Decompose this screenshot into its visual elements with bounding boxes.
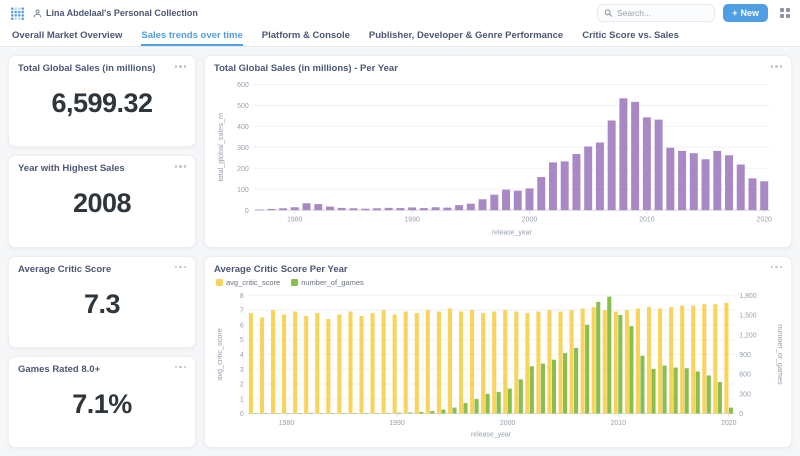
svg-text:300: 300 <box>739 390 751 398</box>
card-title: Total Global Sales (in millions) <box>18 63 156 74</box>
card-total-global-sales: Total Global Sales (in millions) 6,599.3… <box>8 55 196 148</box>
svg-text:8: 8 <box>240 291 244 299</box>
legend-item-number-of-games[interactable]: number_of_games <box>291 278 364 287</box>
svg-text:2010: 2010 <box>639 216 654 224</box>
scalar-value: 6,599.32 <box>51 88 153 119</box>
svg-text:200: 200 <box>237 165 249 173</box>
svg-text:1,800: 1,800 <box>739 291 756 299</box>
svg-text:0: 0 <box>739 409 743 417</box>
svg-text:600: 600 <box>237 81 249 89</box>
breadcrumb-label: Lina Abdelaal's Personal Collection <box>46 8 198 18</box>
breadcrumb[interactable]: Lina Abdelaal's Personal Collection <box>33 8 198 18</box>
search-icon <box>604 9 613 17</box>
card-critic-score-per-year: Average Critic Score Per Year avg_critic… <box>204 255 792 448</box>
svg-text:3: 3 <box>240 365 244 373</box>
tab-publisher-developer-genre[interactable]: Publisher, Developer & Genre Performance <box>368 30 564 41</box>
card-average-critic-score: Average Critic Score 7.3 <box>8 255 196 348</box>
card-title: Year with Highest Sales <box>18 163 125 175</box>
svg-text:2000: 2000 <box>500 418 515 426</box>
svg-text:1,500: 1,500 <box>739 311 756 319</box>
legend-item-avg-critic-score[interactable]: avg_critic_score <box>216 278 280 287</box>
card-title: Average Critic Score <box>18 263 112 275</box>
svg-text:1990: 1990 <box>389 418 404 426</box>
svg-text:total_global_sales_m: total_global_sales_m <box>217 113 225 182</box>
new-button-label: New <box>740 8 759 18</box>
card-title: Average Critic Score Per Year <box>214 263 348 275</box>
card-title: Games Rated 8.0+ <box>18 363 101 375</box>
person-icon <box>33 8 42 17</box>
card-menu-icon[interactable] <box>169 163 186 170</box>
metabase-logo[interactable] <box>10 6 25 21</box>
svg-text:number_of_games: number_of_games <box>776 324 782 385</box>
dashboard-tabs: Overall Market Overview Sales trends ove… <box>0 26 800 47</box>
svg-text:900: 900 <box>739 350 751 358</box>
tab-sales-trends-over-time[interactable]: Sales trends over time <box>141 26 243 46</box>
card-games-rated-8-plus: Games Rated 8.0+ 7.1% <box>8 355 196 448</box>
svg-text:release_year: release_year <box>471 430 512 438</box>
scalar-value: 2008 <box>72 188 132 219</box>
dashboard-canvas: Total Global Sales (in millions) 6,599.3… <box>0 47 800 456</box>
tab-critic-score-vs-sales[interactable]: Critic Score vs. Sales <box>582 30 679 41</box>
critic-score-per-year-chart[interactable]: 0 1 2 3 4 5 6 7 8 0 300 600 900 1,200 1,500 1,800 1980 19… <box>214 287 782 441</box>
search-box[interactable] <box>597 4 716 22</box>
card-sales-per-year: Total Global Sales (in millions) - Per Y… <box>204 55 792 248</box>
apps-grid-icon[interactable] <box>780 8 790 18</box>
svg-text:1: 1 <box>240 395 244 403</box>
svg-text:6: 6 <box>240 321 244 329</box>
svg-text:500: 500 <box>237 102 249 110</box>
card-menu-icon[interactable] <box>169 264 186 271</box>
search-input[interactable] <box>616 8 709 18</box>
sales-per-year-chart[interactable]: 0 100 200 300 400 500 600 1980 1990 2000 2010 2020 r… <box>214 74 782 240</box>
legend-swatch-green <box>291 278 299 286</box>
svg-text:300: 300 <box>237 144 249 152</box>
legend-label: number_of_games <box>301 277 364 287</box>
legend-label: avg_critic_score <box>226 277 281 287</box>
svg-text:2010: 2010 <box>611 418 626 426</box>
svg-text:4: 4 <box>240 350 244 358</box>
svg-text:400: 400 <box>237 123 249 131</box>
svg-text:1980: 1980 <box>287 216 302 224</box>
card-menu-icon[interactable] <box>169 63 186 70</box>
svg-text:1980: 1980 <box>279 418 294 426</box>
new-button[interactable]: + New <box>723 4 768 22</box>
app-header: Lina Abdelaal's Personal Collection + Ne… <box>0 0 800 26</box>
metabase-logo-icon <box>10 6 25 20</box>
svg-text:7: 7 <box>240 306 244 314</box>
svg-text:0: 0 <box>240 409 244 417</box>
card-menu-icon[interactable] <box>765 63 782 70</box>
svg-text:2020: 2020 <box>721 418 736 426</box>
plus-icon: + <box>732 8 738 18</box>
chart-legend: avg_critic_score number_of_games <box>216 278 782 287</box>
svg-text:0: 0 <box>245 207 249 215</box>
svg-text:2020: 2020 <box>757 216 772 224</box>
svg-text:2000: 2000 <box>522 216 537 224</box>
svg-text:5: 5 <box>240 336 244 344</box>
svg-text:2: 2 <box>240 380 244 388</box>
card-year-highest-sales: Year with Highest Sales 2008 <box>8 155 196 248</box>
svg-text:100: 100 <box>237 186 249 194</box>
svg-text:1990: 1990 <box>404 216 419 224</box>
svg-text:1,200: 1,200 <box>739 331 756 339</box>
card-menu-icon[interactable] <box>765 264 782 271</box>
scalar-value: 7.1% <box>72 388 132 419</box>
card-title: Total Global Sales (in millions) - Per Y… <box>214 63 398 74</box>
svg-text:avg_critic_score: avg_critic_score <box>216 328 224 380</box>
svg-text:600: 600 <box>739 370 751 378</box>
scalar-value: 7.3 <box>83 288 121 319</box>
legend-swatch-yellow <box>216 278 223 286</box>
svg-text:release_year: release_year <box>492 228 533 236</box>
card-menu-icon[interactable] <box>169 364 186 371</box>
tab-platform-console[interactable]: Platform & Console <box>261 30 350 41</box>
tab-overall-market-overview[interactable]: Overall Market Overview <box>12 30 123 41</box>
